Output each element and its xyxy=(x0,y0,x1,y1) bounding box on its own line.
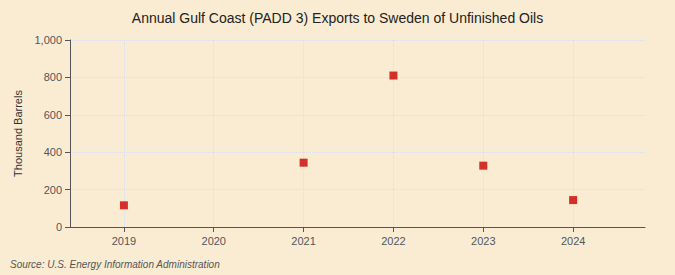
svg-text:400: 400 xyxy=(44,146,62,158)
svg-text:Annual Gulf Coast (PADD 3) Exp: Annual Gulf Coast (PADD 3) Exports to Sw… xyxy=(132,10,543,26)
svg-text:1,000: 1,000 xyxy=(34,34,62,46)
svg-text:2020: 2020 xyxy=(202,235,226,247)
svg-text:800: 800 xyxy=(44,71,62,83)
svg-text:Source: U.S. Energy Informatio: Source: U.S. Energy Information Administ… xyxy=(10,259,220,270)
svg-text:2024: 2024 xyxy=(561,235,585,247)
svg-text:0: 0 xyxy=(56,221,62,233)
svg-text:2021: 2021 xyxy=(291,235,315,247)
svg-text:2023: 2023 xyxy=(471,235,495,247)
svg-text:600: 600 xyxy=(44,109,62,121)
svg-text:200: 200 xyxy=(44,184,62,196)
svg-text:Thousand Barrels: Thousand Barrels xyxy=(12,90,24,177)
svg-text:2022: 2022 xyxy=(381,235,405,247)
svg-text:2019: 2019 xyxy=(112,235,136,247)
